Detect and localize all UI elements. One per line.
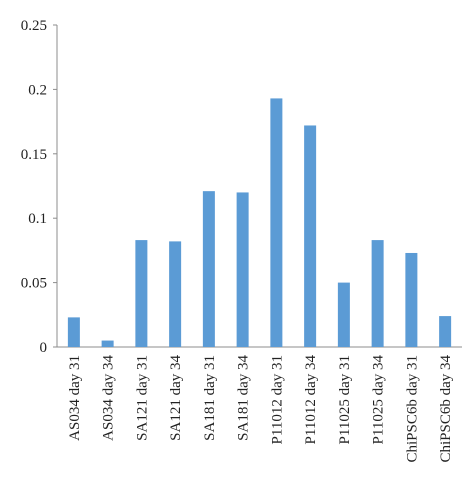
y-tick-label: 0.25 [21,18,47,34]
x-tick-label: SA181 day 34 [236,355,252,441]
x-tick-label: ChiPSC6b day 34 [438,355,454,463]
bar [101,340,114,347]
bar [371,240,384,347]
bar [202,191,215,347]
bar [67,317,80,347]
x-tick-label: AS034 day 31 [67,355,83,441]
x-tick-label: P11025 day 31 [337,355,353,444]
y-tick-label: 0.2 [28,82,47,98]
x-tick-label: P11012 day 34 [303,355,319,445]
bar [405,252,418,347]
x-tick-label: P11025 day 34 [371,355,387,445]
y-tick-label: 0.15 [21,147,47,163]
bar [270,98,283,347]
y-tick-label: 0.1 [28,211,47,227]
x-tick-label: ChiPSC6b day 31 [404,355,420,463]
bar [236,192,249,347]
x-tick-label: SA121 day 31 [134,355,150,441]
x-tick-label: SA181 day 31 [202,355,218,441]
bar [337,282,350,347]
bar [439,316,452,347]
y-tick-label: 0.05 [21,276,47,292]
bar [304,125,317,348]
bar [135,240,148,347]
x-tick-label: SA121 day 34 [168,355,184,441]
y-tick-label: 0 [40,340,48,356]
x-tick-label: AS034 day 34 [101,355,117,441]
bar [169,241,182,347]
x-tick-label: P11012 day 31 [269,355,285,444]
